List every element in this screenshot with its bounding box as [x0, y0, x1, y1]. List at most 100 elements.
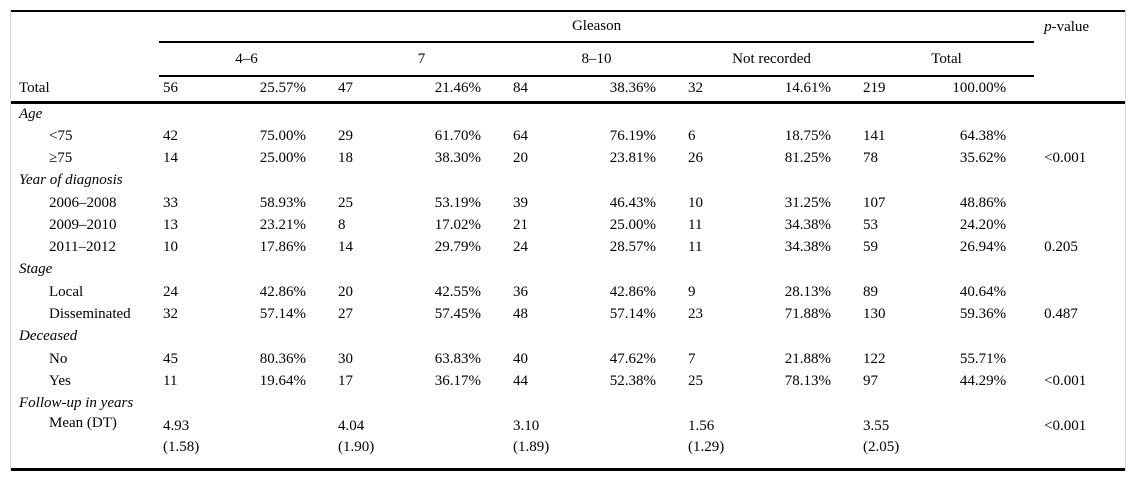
gleason-summary-table: Gleason p-value 4–6 7 8–10 Not recorded …	[11, 10, 1126, 471]
cell-n: 56	[159, 76, 229, 104]
cell-n: 59	[863, 238, 878, 255]
cell-pct: 25.00%	[609, 216, 656, 233]
cell-n: 27	[338, 305, 353, 322]
cell-n: 14	[163, 149, 178, 166]
cell-n: 107	[863, 194, 886, 211]
section-row-age: Age	[11, 102, 1125, 125]
mean-value: 3.55	[863, 418, 890, 434]
row-label: Local	[49, 283, 84, 300]
cell-pct: 28.57%	[609, 238, 656, 255]
empty-cell	[404, 415, 509, 469]
cell-n: 36	[513, 283, 528, 300]
sd-value: (2.05)	[863, 439, 900, 455]
cell-n: 84	[509, 76, 579, 104]
cell-n: 32	[163, 305, 178, 322]
sd-value: (1.58)	[163, 439, 200, 455]
cell-pct: 58.93%	[259, 194, 306, 211]
cell-n: 24	[513, 238, 528, 255]
section-title: Year of diagnosis	[19, 172, 123, 188]
cell-pct: 53.19%	[434, 194, 481, 211]
cell-pct: 64.38%	[959, 127, 1007, 144]
cell-pct: 81.25%	[784, 149, 831, 166]
empty-cell	[579, 415, 684, 469]
table-row: Yes 11 19.64% 17 36.17% 44 52.38% 25 78.…	[11, 370, 1125, 392]
cell-n: 11	[163, 372, 178, 389]
row-label: Total	[11, 76, 159, 104]
cell-n: 25	[338, 194, 353, 211]
cell-pct: 61.70%	[434, 127, 481, 144]
group-header-7: 7	[334, 42, 509, 77]
row-label: Disseminated	[49, 305, 131, 322]
cell-pct: 75.00%	[259, 127, 306, 144]
cell-pct: 55.71%	[959, 350, 1007, 367]
cell-n: 25	[688, 372, 703, 389]
cell-p	[1034, 192, 1125, 214]
cell-pct: 34.38%	[784, 216, 831, 233]
cell-pct: 17.86%	[259, 238, 306, 255]
cell-pct: 23.21%	[259, 216, 306, 233]
cell-pct: 35.62%	[959, 149, 1007, 166]
cell-n: 21	[513, 216, 528, 233]
cell-n: 89	[863, 283, 878, 300]
cell-n: 47	[334, 76, 404, 104]
cell-n: 30	[338, 350, 353, 367]
cell-n: 45	[163, 350, 178, 367]
section-row-stage: Stage	[11, 258, 1125, 281]
row-label: Yes	[49, 372, 71, 389]
cell-mean: 3.10 (1.89)	[509, 415, 579, 469]
cell-n: 20	[513, 149, 528, 166]
cell-pct: 80.36%	[259, 350, 306, 367]
cell-n: 64	[513, 127, 528, 144]
cell-n: 40	[513, 350, 528, 367]
cell-pct: 38.36%	[579, 76, 684, 104]
row-label: No	[49, 350, 68, 367]
cell-n: 23	[688, 305, 703, 322]
group-header-4-6: 4–6	[159, 42, 334, 77]
cell-pct: 40.64%	[959, 283, 1007, 300]
cell-n: 53	[863, 216, 878, 233]
cell-pct: 25.00%	[259, 149, 306, 166]
empty-corner-cell	[11, 11, 159, 42]
row-label: ≥75	[49, 149, 73, 166]
table-row: <75 42 75.00% 29 61.70% 64 76.19% 6 18.7…	[11, 125, 1125, 147]
cell-n: 122	[863, 350, 886, 367]
cell-n: 11	[688, 216, 703, 233]
cell-n: 24	[163, 283, 178, 300]
cell-pct: 52.38%	[609, 372, 656, 389]
cell-n: 10	[163, 238, 178, 255]
cell-n: 29	[338, 127, 353, 144]
cell-pct: 47.62%	[609, 350, 656, 367]
cell-pct: 28.13%	[784, 283, 831, 300]
cell-n: 20	[338, 283, 353, 300]
cell-mean: 1.56 (1.29)	[684, 415, 754, 469]
table-row: Disseminated 32 57.14% 27 57.45% 48 57.1…	[11, 303, 1125, 325]
cell-p	[1034, 281, 1125, 303]
cell-n: 42	[163, 127, 178, 144]
group-header-total: Total	[859, 42, 1035, 77]
cell-pct: 57.14%	[609, 305, 656, 322]
empty-cell	[754, 415, 859, 469]
cell-mean: 4.93 (1.58)	[159, 415, 229, 469]
cell-pct: 48.86%	[959, 194, 1007, 211]
cell-pct: 24.20%	[959, 216, 1007, 233]
cell-p: 0.487	[1044, 305, 1078, 322]
cell-n: 78	[863, 149, 878, 166]
cell-p: 0.205	[1044, 238, 1078, 255]
cell-pct: 42.86%	[609, 283, 656, 300]
cell-pct: 26.94%	[959, 238, 1007, 255]
section-title: Follow-up in years	[19, 395, 134, 411]
cell-mean: 4.04 (1.90)	[334, 415, 404, 469]
group-header-not-recorded: Not recorded	[684, 42, 859, 77]
cell-pct: 18.75%	[784, 127, 831, 144]
table-row: No 45 80.36% 30 63.83% 40 47.62% 7 21.88…	[11, 348, 1125, 370]
row-label: 2011–2012	[49, 238, 116, 255]
cell-n: 10	[688, 194, 703, 211]
sd-value: (1.29)	[688, 439, 725, 455]
section-title: Stage	[19, 261, 53, 277]
cell-pct: 46.43%	[609, 194, 656, 211]
cell-n: 18	[338, 149, 353, 166]
cell-n: 7	[688, 350, 696, 367]
gleason-spanner-header: Gleason	[159, 11, 1035, 43]
cell-n: 130	[863, 305, 886, 322]
cell-n: 9	[688, 283, 696, 300]
